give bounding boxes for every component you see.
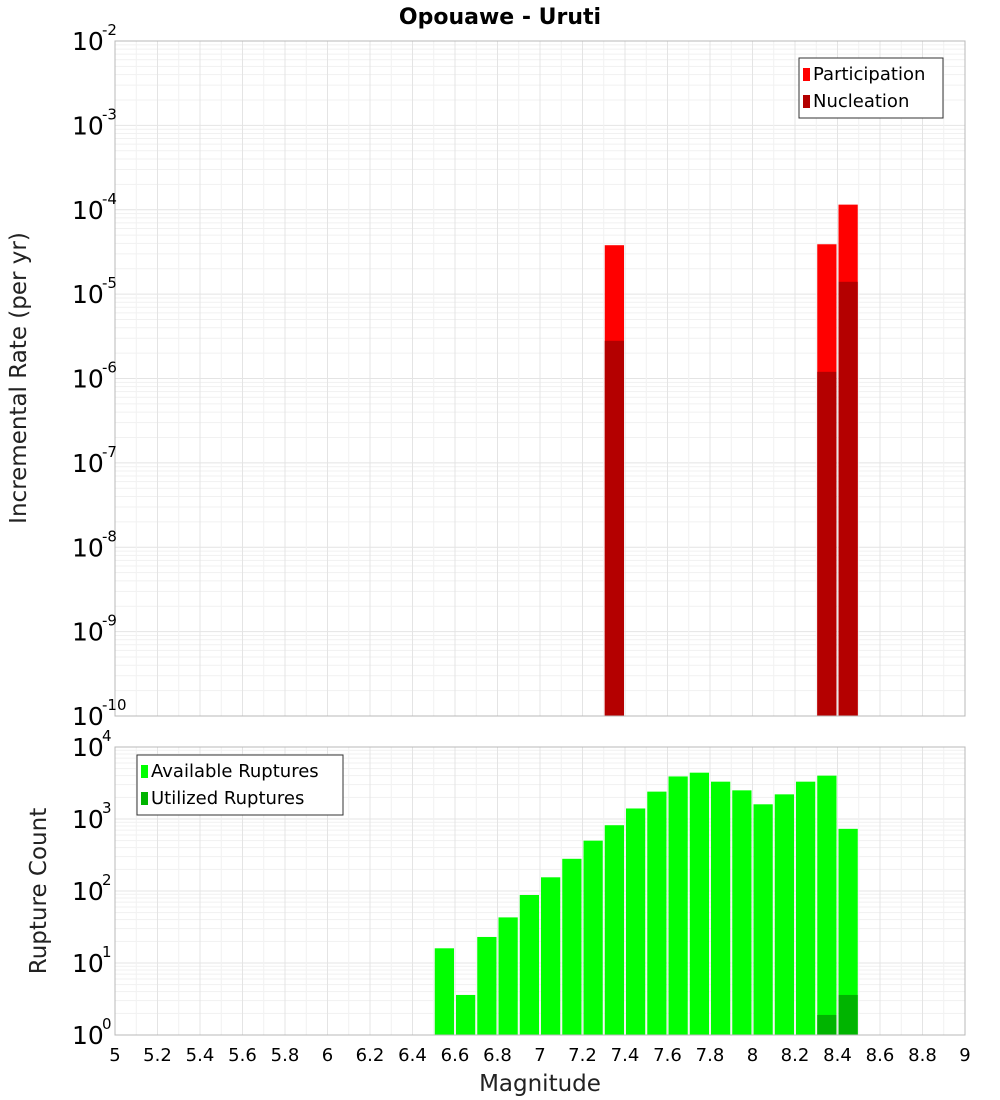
- x-tick-label: 5.2: [143, 1045, 172, 1066]
- utilized-ruptures-legend-label: Utilized Ruptures: [151, 788, 304, 809]
- rate-y-tick-exponent: -4: [102, 190, 117, 208]
- rate-y-tick-label: 10: [72, 702, 104, 731]
- x-tick-label: 9: [959, 1045, 970, 1066]
- x-tick-label: 5.4: [186, 1045, 215, 1066]
- rate-y-tick-exponent: -6: [102, 359, 117, 377]
- available-ruptures-legend-label: Available Ruptures: [151, 761, 319, 782]
- count-y-tick-exponent: 2: [102, 871, 112, 889]
- rate-y-tick-label: 10: [72, 533, 104, 562]
- rate-y-tick-exponent: -7: [102, 443, 117, 461]
- utilized-ruptures-bar: [838, 994, 858, 1035]
- count-plot-frame: [114, 746, 966, 1036]
- available-ruptures-bar: [583, 840, 603, 1035]
- count-y-tick-exponent: 0: [102, 1015, 112, 1033]
- rate-y-tick-exponent: -5: [102, 274, 117, 292]
- nucleation-legend-label: Nucleation: [813, 91, 909, 112]
- available-ruptures-bar: [796, 781, 816, 1035]
- x-tick-label: 8.4: [823, 1045, 852, 1066]
- x-tick-label: 5: [109, 1045, 120, 1066]
- available-ruptures-bar: [498, 917, 518, 1035]
- count-y-tick-label: 10: [72, 877, 104, 906]
- rate-y-tick-exponent: -9: [102, 612, 117, 630]
- available-ruptures-legend-swatch: [141, 765, 148, 778]
- available-ruptures-bar: [477, 936, 497, 1035]
- x-tick-label: 6.2: [356, 1045, 385, 1066]
- rate-y-tick-exponent: -10: [102, 696, 127, 714]
- rate-y-tick-label: 10: [72, 111, 104, 140]
- available-ruptures-bar: [434, 948, 454, 1035]
- x-tick-label: 8: [747, 1045, 758, 1066]
- x-tick-label: 8.6: [866, 1045, 895, 1066]
- x-tick-label: 7.6: [653, 1045, 682, 1066]
- utilized-ruptures-legend-swatch: [141, 792, 148, 805]
- x-tick-label: 6: [322, 1045, 333, 1066]
- available-ruptures-bar: [668, 776, 688, 1035]
- nucleation-bar: [817, 371, 837, 716]
- available-ruptures-bar: [541, 877, 561, 1035]
- incremental-rate-panel: 10-1010-910-810-710-610-510-410-310-2Par…: [72, 21, 966, 731]
- bottom-y-axis-label: Rupture Count: [26, 808, 52, 974]
- rate-y-tick-label: 10: [72, 449, 104, 478]
- available-ruptures-bar: [753, 804, 773, 1035]
- available-ruptures-bar: [732, 790, 752, 1035]
- rate-legend: [798, 57, 944, 119]
- count-y-tick-label: 10: [72, 805, 104, 834]
- rate-y-tick-label: 10: [72, 365, 104, 394]
- available-ruptures-bar: [817, 775, 837, 1035]
- available-ruptures-bar: [626, 808, 646, 1035]
- nucleation-bar: [604, 340, 624, 716]
- nucleation-bar: [838, 281, 858, 716]
- available-ruptures-bar: [456, 994, 476, 1035]
- x-tick-label: 6.6: [441, 1045, 470, 1066]
- available-ruptures-bar: [647, 791, 667, 1035]
- count-y-tick-exponent: 1: [102, 943, 112, 961]
- rate-y-tick-exponent: -3: [102, 105, 117, 123]
- available-ruptures-bar: [689, 772, 709, 1035]
- x-tick-label: 6.8: [483, 1045, 512, 1066]
- rate-y-tick-label: 10: [72, 27, 104, 56]
- x-tick-label: 5.8: [271, 1045, 300, 1066]
- x-tick-label: 7.8: [696, 1045, 725, 1066]
- rate-y-tick-exponent: -8: [102, 527, 117, 545]
- x-tick-label: 7.4: [611, 1045, 640, 1066]
- count-y-tick-label: 10: [72, 733, 104, 762]
- rate-y-tick-label: 10: [72, 618, 104, 647]
- participation-legend-label: Participation: [813, 64, 925, 85]
- available-ruptures-bar: [519, 894, 539, 1035]
- nucleation-legend-swatch: [803, 95, 810, 108]
- x-tick-label: 6.4: [398, 1045, 427, 1066]
- count-legend: [136, 754, 344, 816]
- count-y-tick-label: 10: [72, 1021, 104, 1050]
- participation-legend-swatch: [803, 68, 810, 81]
- count-y-tick-label: 10: [72, 949, 104, 978]
- available-ruptures-bar: [711, 781, 731, 1035]
- x-tick-label: 7: [534, 1045, 545, 1066]
- x-axis-label: Magnitude: [479, 1071, 601, 1097]
- available-ruptures-bar: [604, 825, 624, 1035]
- count-y-tick-exponent: 3: [102, 799, 112, 817]
- rate-y-tick-label: 10: [72, 196, 104, 225]
- rate-y-tick-label: 10: [72, 280, 104, 309]
- available-ruptures-bar: [562, 858, 582, 1035]
- count-y-tick-exponent: 4: [102, 727, 112, 745]
- chart-title: Opouawe - Uruti: [399, 5, 601, 30]
- x-tick-label: 8.8: [908, 1045, 937, 1066]
- available-ruptures-bar: [774, 794, 794, 1035]
- top-y-axis-label: Incremental Rate (per yr): [6, 232, 32, 524]
- rate-plot-frame: [114, 40, 966, 717]
- rate-y-tick-exponent: -2: [102, 21, 117, 39]
- x-tick-label: 5.6: [228, 1045, 257, 1066]
- utilized-ruptures-bar: [817, 1014, 837, 1035]
- x-tick-label: 7.2: [568, 1045, 597, 1066]
- x-tick-label: 8.2: [781, 1045, 810, 1066]
- available-ruptures-bar: [838, 828, 858, 1035]
